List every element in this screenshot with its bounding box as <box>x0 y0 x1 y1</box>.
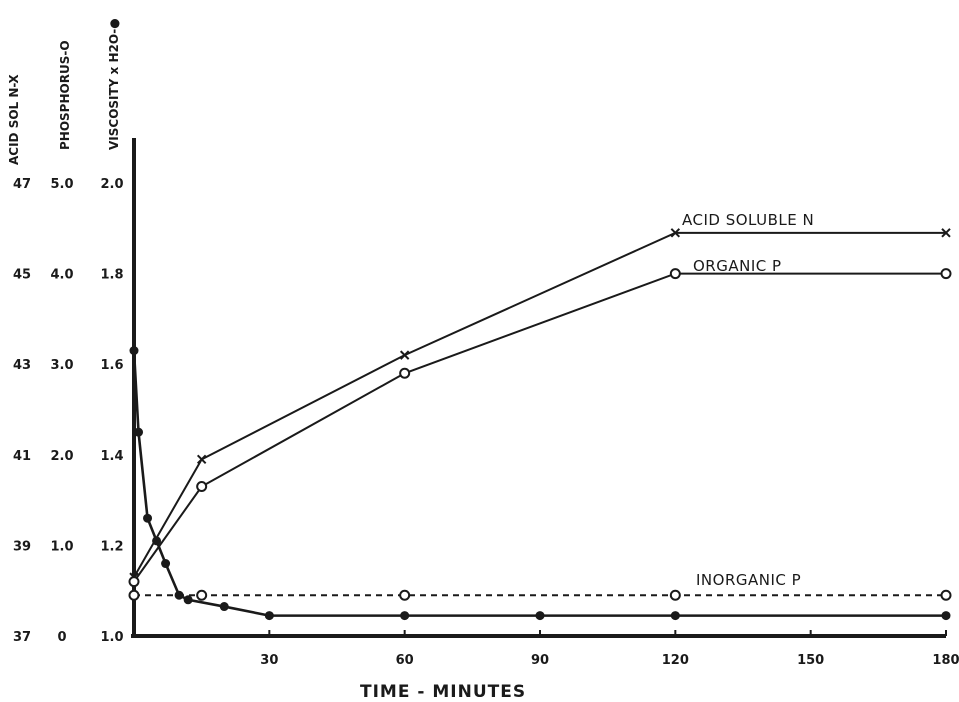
data-point-filled <box>183 595 193 605</box>
data-point-filled <box>129 346 139 356</box>
data-point-filled <box>161 559 171 569</box>
data-point-open <box>399 589 411 601</box>
data-point-open <box>940 589 952 601</box>
y-ticks-viscosity: 2.0 1.8 1.6 1.4 1.2 1.0 <box>100 177 123 645</box>
label-organic-p: ORGANIC P <box>693 257 782 275</box>
y-tick-label: 47 <box>13 177 31 192</box>
label-acid-soluble-n: ACID SOLUBLE N <box>682 211 814 229</box>
x-tick-label: 180 <box>932 653 959 668</box>
data-point-filled <box>941 611 951 621</box>
data-point-open <box>669 589 681 601</box>
data-point-filled <box>670 611 680 621</box>
x-tick-label: 60 <box>396 653 414 668</box>
y-tick-label: 37 <box>13 630 31 645</box>
data-point-open <box>128 589 140 601</box>
data-point-filled <box>264 611 274 621</box>
y-axis-title-acid-sol-n: ACID SOL N-X <box>7 74 21 165</box>
y-tick-label: 45 <box>13 268 31 283</box>
data-point-filled <box>219 602 229 612</box>
x-tick-label: 30 <box>260 653 278 668</box>
y-tick-label: 1.8 <box>100 268 123 283</box>
y-ticks-phosphorus: 5.0 4.0 3.0 2.0 1.0 0 <box>50 177 73 645</box>
data-point-filled <box>535 611 545 621</box>
y-tick-label: 1.4 <box>100 449 123 464</box>
series-line <box>132 350 946 617</box>
data-point-open <box>940 268 952 280</box>
data-point-open <box>128 576 140 588</box>
data-point-open <box>196 481 208 493</box>
y-tick-label: 1.6 <box>100 358 123 373</box>
data-point-x <box>941 228 951 238</box>
y-tick-label: 39 <box>13 539 31 554</box>
y-tick-label: 41 <box>13 449 31 464</box>
y-tick-label: 43 <box>13 358 31 373</box>
series-inorganic-p <box>128 589 952 601</box>
series-line <box>133 272 946 583</box>
data-point-filled <box>174 590 184 600</box>
y-tick-label: 0 <box>57 630 66 645</box>
series-line <box>133 231 946 578</box>
data-point-open <box>196 589 208 601</box>
x-tick-label: 90 <box>531 653 549 668</box>
series-organic-p <box>128 268 952 588</box>
data-point-open <box>669 268 681 280</box>
y-tick-label: 2.0 <box>100 177 123 192</box>
data-point-x <box>399 350 410 360</box>
y-tick-label: 1.0 <box>100 630 123 645</box>
y-tick-label: 1.2 <box>100 539 123 554</box>
series-viscosity <box>129 346 951 621</box>
y-tick-label: 3.0 <box>50 358 73 373</box>
y-tick-label: 2.0 <box>50 449 73 464</box>
x-tick-label: 150 <box>797 653 824 668</box>
data-point-filled <box>134 427 144 437</box>
data-point-filled <box>152 536 162 546</box>
data-point-filled <box>143 513 153 523</box>
series-acid-soluble-n <box>129 228 951 582</box>
series-layer <box>128 228 952 621</box>
y-tick-label: 4.0 <box>50 268 73 283</box>
x-ticks: 30 60 90 120 150 180 <box>260 630 959 668</box>
data-point-open <box>399 367 411 379</box>
y-axis-title-viscosity: VISCOSITY x H2O-● <box>107 18 121 150</box>
data-point-x <box>196 454 207 465</box>
y-axis-title-phosphorus: PHOSPHORUS-O <box>58 40 72 150</box>
y-tick-label: 5.0 <box>50 177 73 192</box>
x-axis-title: TIME - MINUTES <box>360 682 526 702</box>
y-tick-label: 1.0 <box>50 539 73 554</box>
data-point-x <box>670 228 681 238</box>
x-tick-label: 120 <box>662 653 689 668</box>
data-point-filled <box>400 611 410 621</box>
label-inorganic-p: INORGANIC P <box>696 571 801 589</box>
y-ticks-acid-sol-n: 47 45 43 41 39 37 <box>13 177 31 645</box>
